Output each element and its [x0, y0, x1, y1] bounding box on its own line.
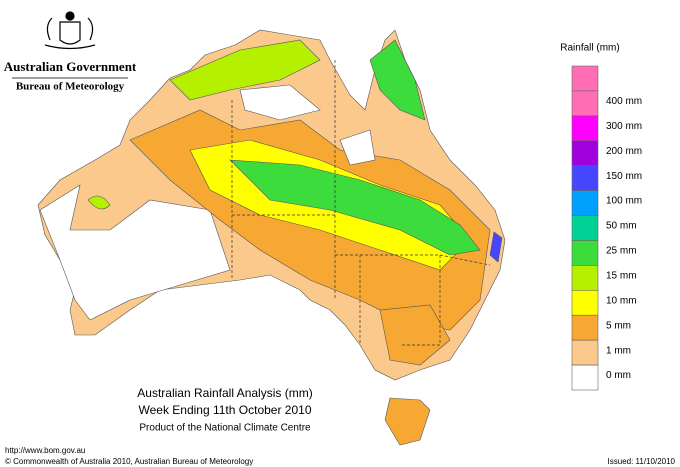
- coat-of-arms: [44, 11, 96, 50]
- legend-label: 1 mm: [606, 345, 631, 356]
- government: Australian Government: [4, 59, 137, 74]
- legend-label: 150 mm: [606, 171, 642, 182]
- legend-label: 100 mm: [606, 196, 642, 207]
- state-borders: [231, 60, 491, 346]
- legend: 400 mm 300 mm 200 mm 150 mm 100 mm 50 mm 25 mm…: [571, 65, 642, 391]
- legend-label: 25 mm: [606, 246, 637, 257]
- issued: Issued: 11/10/2010: [608, 457, 676, 466]
- legend-label: 0 mm: [606, 370, 631, 381]
- legend-label: 200 mm: [606, 146, 642, 157]
- map-subtitle: Week Ending 11th October 2010: [138, 403, 311, 417]
- legend-label: 10 mm: [606, 295, 637, 306]
- legend-label: 50 mm: [606, 221, 637, 232]
- legend-swatch: [571, 190, 599, 216]
- legend-swatch: [571, 115, 599, 142]
- legend-swatch: [571, 140, 599, 166]
- legend-label: 300 mm: [606, 121, 642, 132]
- legend-swatch: [571, 240, 599, 266]
- copyright: © Commonwealth of Australia 2010, Austra…: [5, 457, 253, 466]
- url[interactable]: http://www.bom.gov.au: [5, 446, 85, 455]
- rainfall-map: [37, 29, 506, 446]
- legend-swatch: [571, 215, 599, 241]
- legend-swatch: [571, 364, 599, 391]
- legend-swatch: [571, 265, 599, 291]
- map-product: Product of the National Climate Centre: [139, 423, 311, 434]
- legend-swatch: [571, 290, 599, 316]
- agency: Bureau of Meteorology: [16, 81, 125, 93]
- legend-label: 15 mm: [606, 270, 637, 281]
- legend-title: Rainfall (mm): [560, 43, 619, 54]
- legend-swatch: [571, 314, 599, 341]
- legend-swatch: [571, 165, 599, 191]
- legend-swatch: [571, 90, 599, 117]
- legend-swatch: [571, 339, 599, 366]
- legend-label: 5 mm: [606, 320, 631, 331]
- legend-label: 400 mm: [606, 96, 642, 107]
- legend-swatch: [571, 65, 599, 92]
- map-title: Australian Rainfall Analysis (mm): [137, 386, 312, 400]
